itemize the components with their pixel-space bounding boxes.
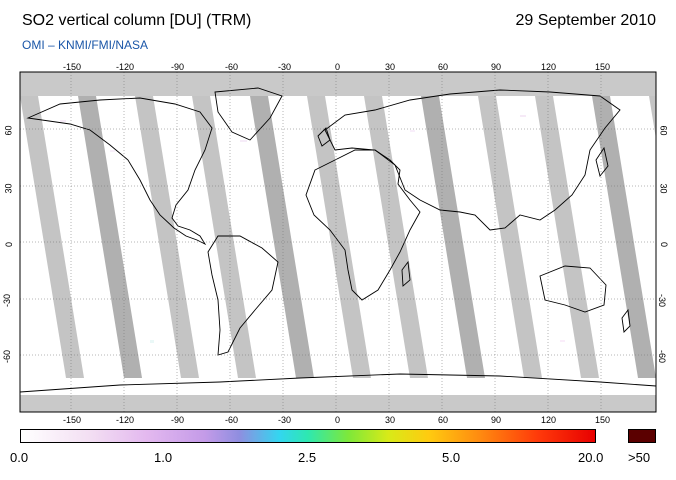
colorbar-label: 5.0 [442,450,461,465]
orbit-gap-stripe [364,96,428,378]
lat-tick: 30 [658,183,669,194]
south-america-outline [207,235,279,356]
lat-tick: 0 [4,241,15,248]
orbit-gap-stripe [20,96,84,378]
lon-tick: 150 [595,62,611,72]
lon-tick: 150 [595,415,611,425]
lat-tick: 0 [659,241,670,248]
lat-tick: -60 [657,349,668,364]
lon-tick: -150 [63,415,82,425]
lon-tick: -150 [63,62,82,72]
lon-tick: -90 [171,415,185,425]
eurasia-outline [324,89,621,231]
colorbar-label: 20.0 [578,450,604,465]
orbit-gap-stripe [535,96,599,378]
lon-tick: -90 [171,62,185,72]
colorbar-label: 0.0 [10,450,29,465]
lon-tick: -120 [116,415,135,425]
lon-tick: 0 [335,62,341,72]
lon-tick: -60 [225,62,239,72]
orbit-gap-stripe [135,96,199,378]
orbit-gap-stripe [78,96,142,378]
graticule [20,72,656,412]
colorbar-gradient [20,429,596,443]
antarctic-no-data [20,395,656,412]
australia-outline [539,265,607,313]
lon-tick: -30 [278,62,292,72]
orbit-gap-stripe [250,96,314,378]
colorbar-label: 1.0 [154,450,173,465]
colorbar-label: 2.5 [298,450,317,465]
lon-tick: -120 [116,62,135,72]
new-zealand-outline [621,308,631,333]
lon-tick: 30 [385,62,396,72]
antarctica-outline [20,373,656,393]
colorbar-overflow-box [628,429,656,443]
lon-tick: 60 [438,415,449,425]
map-title: SO2 vertical column [DU] (TRM) [22,12,252,29]
orbit-gap-stripe [421,96,485,378]
orbit-gap-stripe [478,96,542,378]
lon-tick: 120 [541,415,557,425]
lon-tick: 120 [541,62,557,72]
madagascar-outline [401,260,411,287]
lon-tick: -60 [225,415,239,425]
map-credits: OMI – KNMI/FMI/NASA [22,38,149,52]
north-america-outline [26,97,213,246]
lat-tick: 60 [658,125,669,136]
lat-tick: 30 [3,183,14,194]
map-frame [19,71,657,413]
map-date: 29 September 2010 [515,12,656,29]
lat-tick: -60 [2,349,13,364]
lon-tick: 30 [385,415,396,425]
orbit-gap-stripe [649,96,656,139]
lat-tick: -30 [657,293,668,308]
lon-tick: 90 [491,62,502,72]
orbit-gap-stripe [192,96,256,378]
lon-tick: 60 [438,62,449,72]
lon-tick: 0 [335,415,341,425]
japan-outline [595,146,609,177]
coastlines [20,87,656,393]
uk-outline [317,127,331,147]
lon-tick: 90 [491,415,502,425]
lat-tick: 60 [3,125,14,136]
colorbar-overflow-label: >50 [628,450,651,465]
lat-tick: -30 [2,293,13,308]
lon-tick: -30 [278,415,292,425]
